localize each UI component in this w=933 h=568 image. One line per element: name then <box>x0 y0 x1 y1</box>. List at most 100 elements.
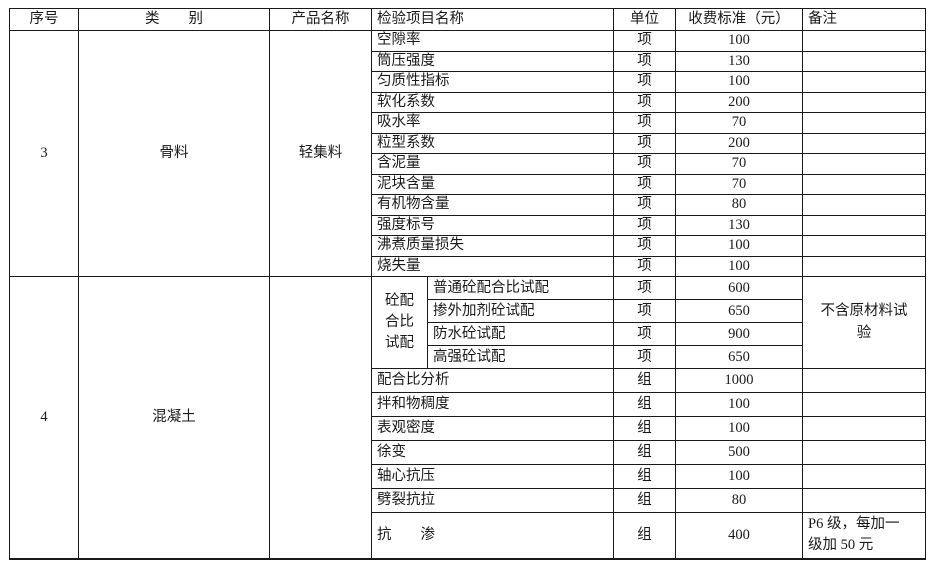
unit-cell: 项 <box>613 276 676 300</box>
unit-cell: 组 <box>613 512 676 559</box>
fee-cell: 650 <box>675 345 803 369</box>
item-cell: 含泥量 <box>371 153 614 175</box>
table-row: 匀质性指标 项 100 <box>10 71 926 93</box>
note-cell <box>802 173 926 195</box>
note-cell <box>802 235 926 257</box>
note-cell <box>802 30 926 52</box>
permeability-note-text: P6 级，每加一级加 50 元 <box>808 516 900 554</box>
unit-cell: 项 <box>613 71 676 93</box>
item-cell: 强度标号 <box>371 214 614 236</box>
unit-cell: 项 <box>613 322 676 346</box>
mix-design-group-label: 砼配合比试配 <box>385 292 414 351</box>
fee-cell: 900 <box>675 322 803 346</box>
unit-cell: 项 <box>613 235 676 257</box>
note-cell <box>802 91 926 113</box>
item-cell: 掺外加剂砼试配 <box>427 299 614 323</box>
header-row: 序号 类 别 产品名称 检验项目名称 单位 收费标准（元） 备注 <box>9 8 926 31</box>
item-cell: 烧失量 <box>371 255 614 277</box>
item-cell: 徐变 <box>371 440 614 465</box>
item-cell: 普通砼配合比试配 <box>427 276 614 300</box>
fee-cell: 130 <box>675 214 803 236</box>
note-cell <box>802 112 926 134</box>
item-cell: 筒压强度 <box>371 50 614 72</box>
fee-cell: 200 <box>675 132 803 154</box>
note-cell <box>802 255 926 277</box>
table-row: 轴心抗压 组 100 <box>10 464 926 489</box>
note-cell: 不含原材料试验 <box>802 276 926 369</box>
fee-cell: 650 <box>675 299 803 323</box>
fee-cell: 100 <box>675 255 803 277</box>
unit-cell: 组 <box>613 488 676 513</box>
note-cell <box>802 71 926 93</box>
fee-cell: 80 <box>675 194 803 216</box>
item-cell: 抗 渗 <box>371 512 614 559</box>
table-row: 4 混凝土 砼配合比试配 普通砼配合比试配 项 600 不含原材料试验 <box>9 276 926 559</box>
table-row: 防水砼试配 项 900 <box>10 322 926 346</box>
item-cell: 吸水率 <box>371 112 614 134</box>
category-cell: 混凝土 <box>78 276 270 559</box>
unit-cell: 项 <box>613 214 676 236</box>
unit-cell: 组 <box>613 440 676 465</box>
table-row: 拌和物稠度 组 100 <box>10 392 926 417</box>
header-serial: 序号 <box>9 8 79 31</box>
unit-cell: 项 <box>613 173 676 195</box>
serial-cell: 4 <box>9 276 79 559</box>
item-cell: 轴心抗压 <box>371 464 614 489</box>
unit-cell: 组 <box>613 368 676 393</box>
fee-cell: 200 <box>675 91 803 113</box>
mix-design-group-cell: 砼配合比试配 <box>371 276 428 369</box>
item-cell: 软化系数 <box>371 91 614 113</box>
table-row: 粒型系数 项 200 <box>10 132 926 154</box>
fee-cell: 80 <box>675 488 803 513</box>
note-cell <box>802 488 926 513</box>
category-cell: 骨料 <box>78 30 270 277</box>
note-cell <box>802 214 926 236</box>
table-row: 3 骨料 轻集料 空隙率 项 100 <box>9 30 926 277</box>
unit-cell: 项 <box>613 30 676 52</box>
note-cell <box>802 464 926 489</box>
header-item-name: 检验项目名称 <box>371 8 614 31</box>
serial-cell: 3 <box>9 30 79 277</box>
note-cell <box>802 132 926 154</box>
unit-cell: 项 <box>613 153 676 175</box>
table-row: 软化系数 项 200 <box>10 91 926 113</box>
fee-cell: 100 <box>675 416 803 441</box>
table-row: 高强砼试配 项 650 <box>10 345 926 369</box>
item-cell: 泥块含量 <box>371 173 614 195</box>
table-row: 掺外加剂砼试配 项 650 <box>10 299 926 323</box>
unit-cell: 项 <box>613 112 676 134</box>
unit-cell: 组 <box>613 464 676 489</box>
fee-cell: 100 <box>675 235 803 257</box>
table-row: 强度标号 项 130 <box>10 214 926 236</box>
item-cell: 有机物含量 <box>371 194 614 216</box>
fee-cell: 100 <box>675 464 803 489</box>
document-page: 序号 类 别 产品名称 检验项目名称 单位 收费标准（元） 备注 3 骨料 轻集… <box>9 8 926 560</box>
note-cell <box>802 368 926 393</box>
table-row: 徐变 组 500 <box>10 440 926 465</box>
fee-cell: 100 <box>675 30 803 52</box>
item-cell: 劈裂抗拉 <box>371 488 614 513</box>
unit-cell: 项 <box>613 194 676 216</box>
note-cell <box>802 153 926 175</box>
fee-cell: 500 <box>675 440 803 465</box>
item-cell: 空隙率 <box>371 30 614 52</box>
header-remarks: 备注 <box>802 8 926 31</box>
note-cell <box>802 440 926 465</box>
unit-cell: 项 <box>613 50 676 72</box>
fee-cell: 70 <box>675 153 803 175</box>
group-note-text: 不含原材料试验 <box>820 303 908 341</box>
table-row: 抗 渗 组 400 P6 级，每加一级加 50 元 <box>10 512 926 559</box>
item-cell: 高强砼试配 <box>427 345 614 369</box>
item-cell: 表观密度 <box>371 416 614 441</box>
unit-cell: 组 <box>613 392 676 417</box>
fee-cell: 70 <box>675 173 803 195</box>
item-cell: 防水砼试配 <box>427 322 614 346</box>
fee-cell: 100 <box>675 392 803 417</box>
unit-cell: 组 <box>613 416 676 441</box>
note-cell <box>802 416 926 441</box>
fee-standard-table: 序号 类 别 产品名称 检验项目名称 单位 收费标准（元） 备注 3 骨料 轻集… <box>9 8 926 560</box>
note-cell <box>802 194 926 216</box>
unit-cell: 项 <box>613 299 676 323</box>
header-product: 产品名称 <box>269 8 372 31</box>
unit-cell: 项 <box>613 91 676 113</box>
